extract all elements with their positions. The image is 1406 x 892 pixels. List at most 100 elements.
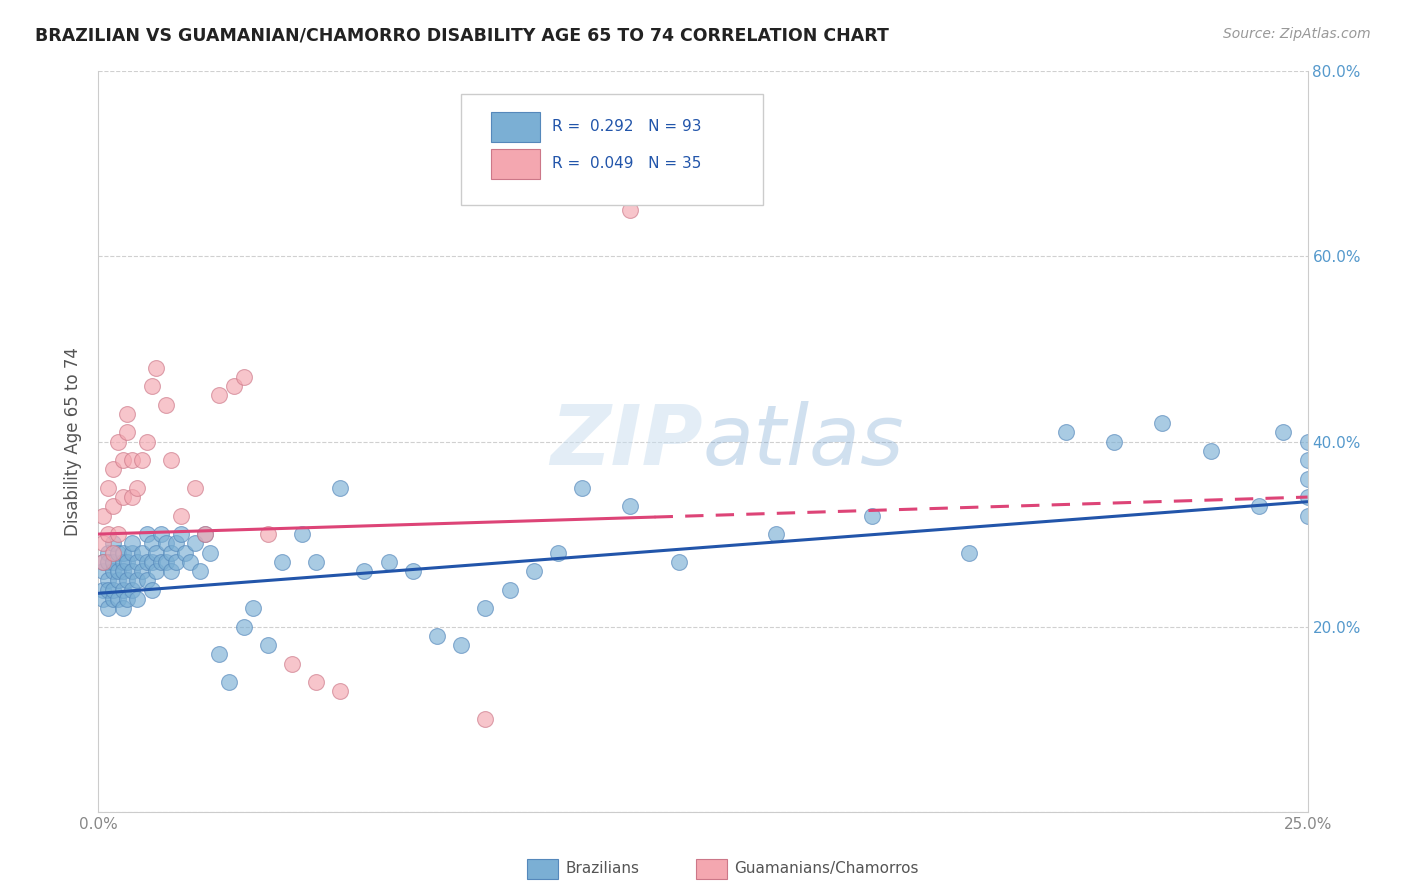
Point: [127, 481, 149, 495]
Point: [1102, 434, 1125, 449]
Point: [218, 675, 240, 690]
Point: [194, 527, 217, 541]
Point: [117, 425, 139, 440]
Point: [1296, 508, 1319, 523]
Point: [145, 564, 167, 578]
Point: [174, 545, 197, 560]
Point: [353, 564, 375, 578]
Text: atlas: atlas: [703, 401, 904, 482]
Point: [222, 379, 245, 393]
Point: [242, 601, 264, 615]
Point: [179, 555, 201, 569]
Point: [111, 490, 134, 504]
Point: [141, 379, 163, 393]
Point: [141, 555, 163, 569]
Point: [547, 545, 569, 560]
Bar: [492, 112, 540, 142]
Point: [165, 536, 187, 550]
Point: [97, 601, 120, 615]
Point: [135, 574, 157, 588]
Point: [208, 648, 231, 662]
Point: [232, 619, 254, 633]
Point: [160, 545, 183, 560]
Point: [281, 657, 304, 671]
Point: [141, 582, 163, 597]
Text: R =  0.049   N = 35: R = 0.049 N = 35: [551, 156, 702, 171]
Point: [160, 564, 183, 578]
Point: [91, 591, 114, 606]
Point: [1152, 416, 1174, 430]
Point: [155, 398, 177, 412]
Point: [121, 582, 143, 597]
Point: [474, 712, 496, 726]
Point: [160, 453, 183, 467]
Point: [135, 555, 157, 569]
Text: BRAZILIAN VS GUAMANIAN/CHAMORRO DISABILITY AGE 65 TO 74 CORRELATION CHART: BRAZILIAN VS GUAMANIAN/CHAMORRO DISABILI…: [35, 27, 889, 45]
Point: [107, 591, 129, 606]
Point: [135, 434, 157, 449]
Text: Guamanians/Chamorros: Guamanians/Chamorros: [734, 862, 918, 876]
Point: [111, 453, 134, 467]
Point: [305, 675, 328, 690]
Point: [198, 545, 221, 560]
Point: [117, 591, 139, 606]
Point: [121, 545, 143, 560]
Point: [668, 555, 690, 569]
Point: [232, 369, 254, 384]
Point: [127, 591, 149, 606]
Point: [474, 601, 496, 615]
Point: [97, 555, 120, 569]
Point: [1296, 453, 1319, 467]
Point: [97, 527, 120, 541]
Point: [145, 360, 167, 375]
Point: [111, 601, 134, 615]
Point: [498, 582, 520, 597]
Point: [305, 555, 328, 569]
Point: [169, 527, 191, 541]
Point: [117, 555, 139, 569]
Point: [184, 536, 207, 550]
Point: [165, 555, 187, 569]
Y-axis label: Disability Age 65 to 74: Disability Age 65 to 74: [65, 347, 83, 536]
Point: [860, 508, 883, 523]
Point: [523, 564, 546, 578]
Point: [91, 536, 114, 550]
Point: [101, 564, 124, 578]
Point: [329, 481, 352, 495]
Point: [121, 453, 143, 467]
Point: [111, 582, 134, 597]
Point: [107, 545, 129, 560]
Point: [271, 555, 294, 569]
Point: [121, 490, 143, 504]
Point: [150, 527, 173, 541]
Point: [377, 555, 399, 569]
Point: [117, 407, 139, 421]
Point: [1296, 490, 1319, 504]
Point: [256, 527, 278, 541]
Point: [107, 564, 129, 578]
Point: [91, 564, 114, 578]
Point: [97, 574, 120, 588]
Point: [155, 555, 177, 569]
Point: [619, 500, 641, 514]
Point: [155, 536, 177, 550]
Point: [111, 564, 134, 578]
Point: [107, 434, 129, 449]
Point: [101, 462, 124, 476]
Point: [111, 555, 134, 569]
Text: R =  0.292   N = 93: R = 0.292 N = 93: [551, 120, 702, 135]
Point: [135, 527, 157, 541]
Point: [91, 555, 114, 569]
Point: [131, 453, 153, 467]
Point: [184, 481, 207, 495]
Point: [131, 545, 153, 560]
Point: [107, 527, 129, 541]
Point: [329, 684, 352, 698]
Point: [101, 536, 124, 550]
Point: [1249, 500, 1271, 514]
Point: [145, 545, 167, 560]
Point: [194, 527, 217, 541]
Point: [1054, 425, 1077, 440]
Point: [121, 564, 143, 578]
Text: Brazilians: Brazilians: [565, 862, 640, 876]
